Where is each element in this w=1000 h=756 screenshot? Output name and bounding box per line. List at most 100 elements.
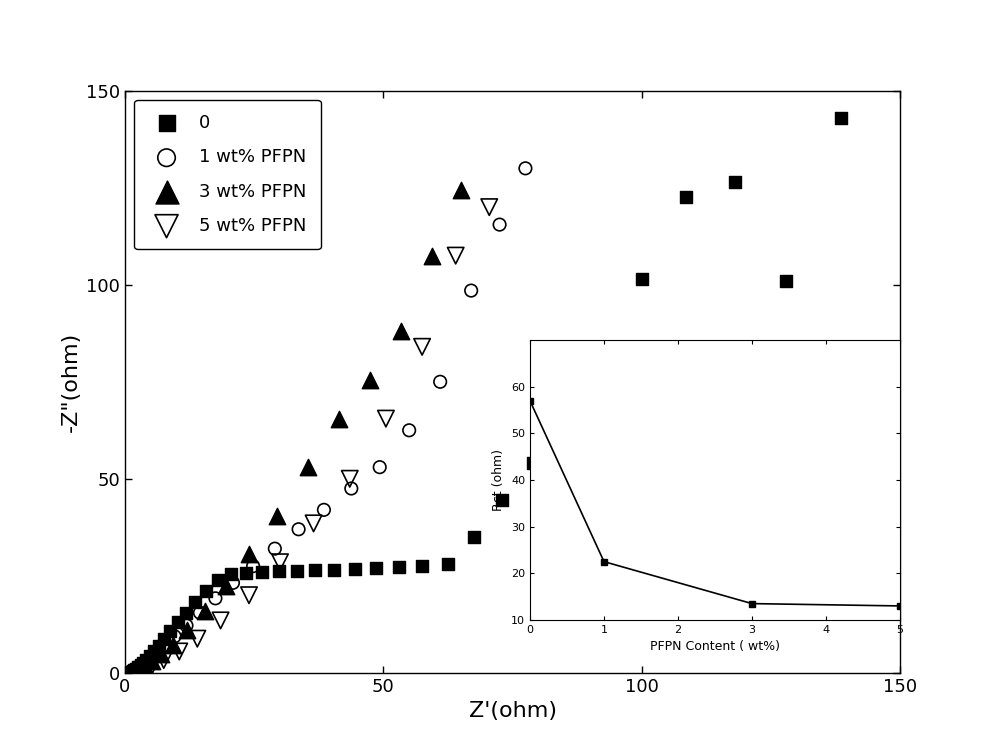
0 [466, 531, 482, 543]
0 [778, 275, 794, 287]
0 [187, 596, 203, 609]
0 [368, 562, 384, 574]
0 [123, 665, 139, 677]
0 [178, 606, 194, 618]
1 wt% PFPN [132, 660, 148, 672]
0 [125, 665, 141, 677]
1 wt% PFPN [167, 631, 183, 643]
0 [307, 564, 323, 576]
0 [595, 341, 611, 353]
0 [170, 616, 186, 628]
5 wt% PFPN [241, 589, 257, 601]
1 wt% PFPN [245, 560, 261, 572]
3 wt% PFPN [269, 510, 285, 522]
X-axis label: PFPN Content ( wt%): PFPN Content ( wt%) [650, 640, 780, 653]
1 wt% PFPN [432, 376, 448, 388]
0 [559, 420, 575, 432]
1 wt% PFPN [124, 665, 140, 677]
3 wt% PFPN [197, 605, 213, 617]
3 wt% PFPN [393, 325, 409, 337]
0 [151, 640, 167, 652]
0 [678, 191, 694, 203]
0 [271, 565, 287, 578]
3 wt% PFPN [153, 648, 169, 660]
1 wt% PFPN [316, 503, 332, 516]
Y-axis label: -Z"(ohm): -Z"(ohm) [60, 332, 80, 432]
5 wt% PFPN [189, 633, 205, 645]
1 wt% PFPN [225, 577, 241, 589]
1 wt% PFPN [343, 482, 359, 494]
0 [132, 659, 149, 671]
1 wt% PFPN [122, 666, 138, 678]
1 wt% PFPN [291, 523, 307, 535]
3 wt% PFPN [331, 413, 347, 425]
1 wt% PFPN [157, 640, 173, 652]
1 wt% PFPN [207, 592, 223, 604]
Legend: 0, 1 wt% PFPN, 3 wt% PFPN, 5 wt% PFPN: 0, 1 wt% PFPN, 3 wt% PFPN, 5 wt% PFPN [134, 100, 321, 249]
1 wt% PFPN [517, 163, 533, 175]
3 wt% PFPN [241, 548, 257, 560]
5 wt% PFPN [144, 660, 160, 672]
0 [440, 558, 456, 570]
0 [128, 663, 144, 675]
0 [223, 568, 239, 580]
5 wt% PFPN [306, 517, 322, 529]
1 wt% PFPN [128, 662, 144, 674]
3 wt% PFPN [179, 624, 195, 637]
X-axis label: Z'(ohm): Z'(ohm) [468, 702, 556, 721]
3 wt% PFPN [218, 579, 234, 591]
3 wt% PFPN [165, 639, 181, 651]
3 wt% PFPN [424, 249, 440, 262]
1 wt% PFPN [142, 653, 158, 665]
0 [126, 664, 142, 676]
0 [210, 575, 226, 587]
0 [347, 562, 363, 575]
3 wt% PFPN [144, 655, 160, 668]
1 wt% PFPN [372, 461, 388, 473]
3 wt% PFPN [131, 663, 147, 675]
5 wt% PFPN [135, 664, 151, 676]
0 [391, 561, 407, 573]
1 wt% PFPN [463, 284, 479, 296]
1 wt% PFPN [401, 424, 417, 436]
0 [135, 657, 151, 669]
5 wt% PFPN [213, 615, 229, 627]
0 [156, 633, 172, 645]
1 wt% PFPN [136, 657, 152, 669]
0 [494, 494, 510, 507]
5 wt% PFPN [481, 201, 497, 213]
0 [198, 585, 214, 597]
5 wt% PFPN [414, 341, 430, 353]
5 wt% PFPN [171, 646, 187, 658]
0 [130, 662, 146, 674]
1 wt% PFPN [126, 664, 142, 676]
Y-axis label: Rct (ohm): Rct (ohm) [492, 449, 505, 511]
0 [162, 625, 178, 637]
3 wt% PFPN [300, 461, 316, 473]
1 wt% PFPN [492, 218, 508, 231]
3 wt% PFPN [137, 660, 153, 672]
0 [727, 176, 743, 188]
5 wt% PFPN [342, 472, 358, 485]
0 [138, 654, 154, 666]
3 wt% PFPN [127, 665, 143, 677]
0 [254, 566, 270, 578]
0 [289, 565, 305, 577]
0 [414, 559, 430, 572]
1 wt% PFPN [192, 606, 208, 618]
0 [833, 112, 849, 124]
3 wt% PFPN [453, 184, 469, 196]
0 [238, 567, 254, 579]
0 [146, 645, 162, 657]
5 wt% PFPN [378, 413, 394, 425]
0 [326, 563, 342, 575]
0 [634, 273, 650, 285]
5 wt% PFPN [156, 654, 172, 666]
3 wt% PFPN [362, 373, 378, 386]
0 [525, 457, 541, 469]
1 wt% PFPN [267, 543, 283, 555]
5 wt% PFPN [272, 556, 288, 569]
0 [142, 649, 158, 662]
5 wt% PFPN [448, 249, 464, 262]
1 wt% PFPN [178, 619, 194, 631]
